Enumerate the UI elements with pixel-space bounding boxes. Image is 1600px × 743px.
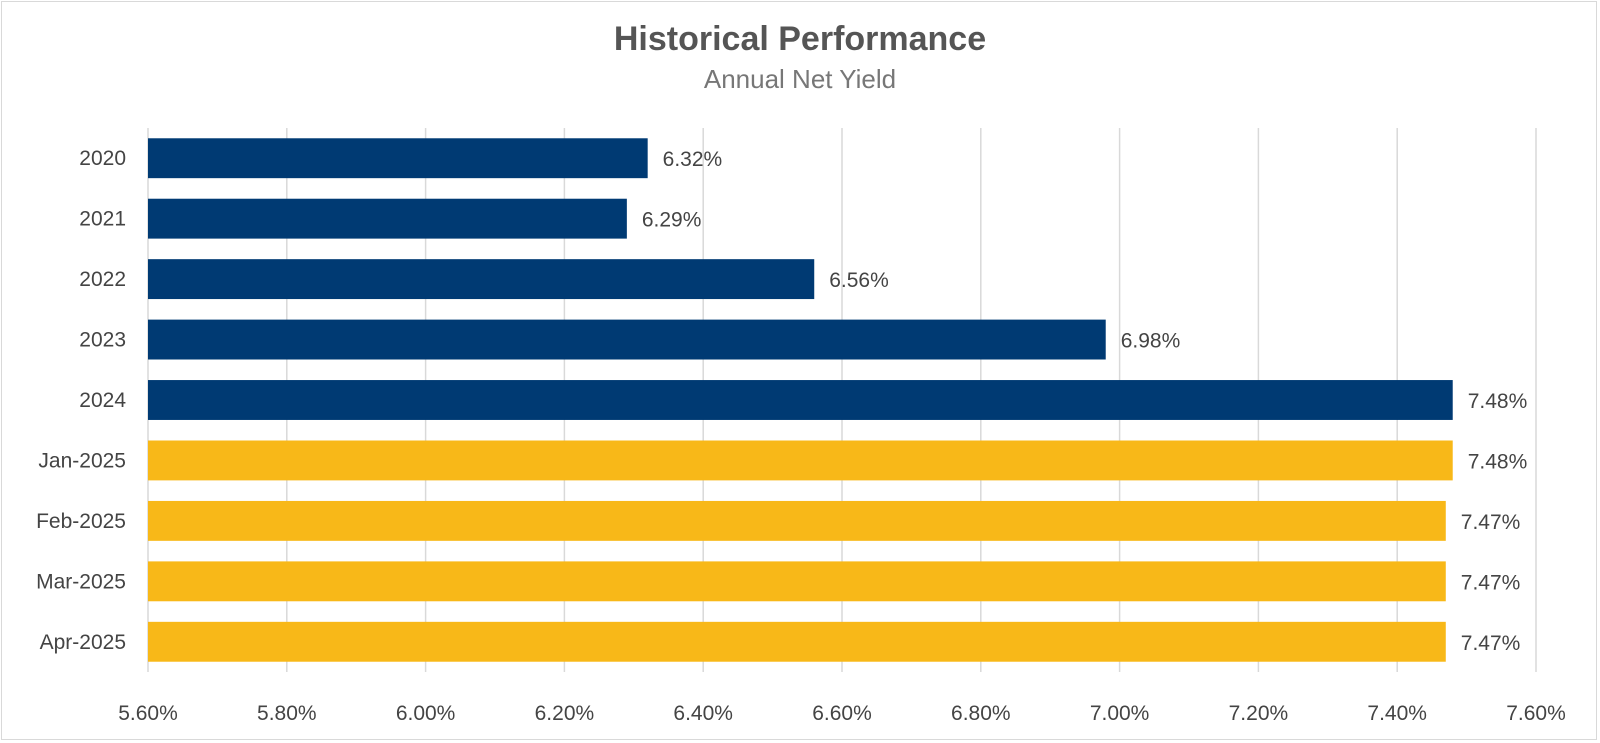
x-tick-label: 6.20% — [535, 702, 595, 725]
category-label: 2024 — [79, 389, 126, 412]
bars — [148, 138, 1453, 662]
data-label: 7.48% — [1468, 390, 1528, 413]
bar-2024 — [148, 380, 1453, 420]
category-label: 2023 — [79, 329, 126, 352]
data-label: 7.47% — [1461, 571, 1521, 594]
category-label: 2022 — [79, 268, 126, 291]
bar-feb-2025 — [148, 500, 1446, 541]
category-label: 2020 — [79, 147, 126, 170]
data-label: 6.98% — [1121, 330, 1181, 353]
x-tick-label: 7.40% — [1367, 702, 1427, 725]
x-tick-label: 6.00% — [396, 702, 456, 725]
data-label: 7.48% — [1468, 450, 1528, 473]
category-label: Apr-2025 — [40, 631, 126, 654]
category-label: Mar-2025 — [36, 570, 126, 593]
x-axis-tick-labels: 5.60% 5.80% 6.00% 6.20% 6.40% 6.60% 6.80% 7.00%… — [118, 702, 1566, 725]
data-label: 7.47% — [1461, 511, 1521, 534]
data-label: 6.56% — [829, 269, 889, 292]
data-label: 6.29% — [642, 209, 702, 232]
bar-jan-2025 — [148, 440, 1453, 481]
data-label: 7.47% — [1461, 632, 1521, 655]
chart-subtitle: Annual Net Yield — [703, 64, 897, 94]
x-tick-label: 7.60% — [1506, 702, 1566, 725]
x-tick-label: 5.60% — [118, 702, 178, 725]
bar-mar-2025 — [148, 561, 1446, 602]
chart-title: Historical Performance — [613, 20, 987, 58]
category-labels: 2020 2021 2022 2023 2024 Jan-2025 Feb-2025 Mar-… — [36, 147, 126, 654]
bar-2020 — [148, 138, 648, 179]
x-tick-label: 7.00% — [1090, 702, 1150, 725]
data-labels: 6.32% 6.29% 6.56% 6.98% 7.48% 7.48% 7.47% 7.47%… — [642, 148, 1527, 655]
bar-2023 — [148, 319, 1106, 360]
bar-apr-2025 — [148, 621, 1446, 662]
data-label: 6.32% — [663, 148, 723, 171]
x-tick-label: 6.40% — [673, 702, 733, 725]
bar-2021 — [148, 198, 627, 239]
x-tick-label: 6.80% — [951, 702, 1011, 725]
x-tick-label: 5.80% — [257, 702, 317, 725]
x-tick-label: 7.20% — [1229, 702, 1289, 725]
category-label: Jan-2025 — [38, 449, 126, 472]
category-label: 2021 — [79, 208, 126, 231]
bar-2022 — [148, 259, 815, 300]
category-label: Feb-2025 — [36, 510, 126, 533]
x-tick-label: 6.60% — [812, 702, 872, 725]
